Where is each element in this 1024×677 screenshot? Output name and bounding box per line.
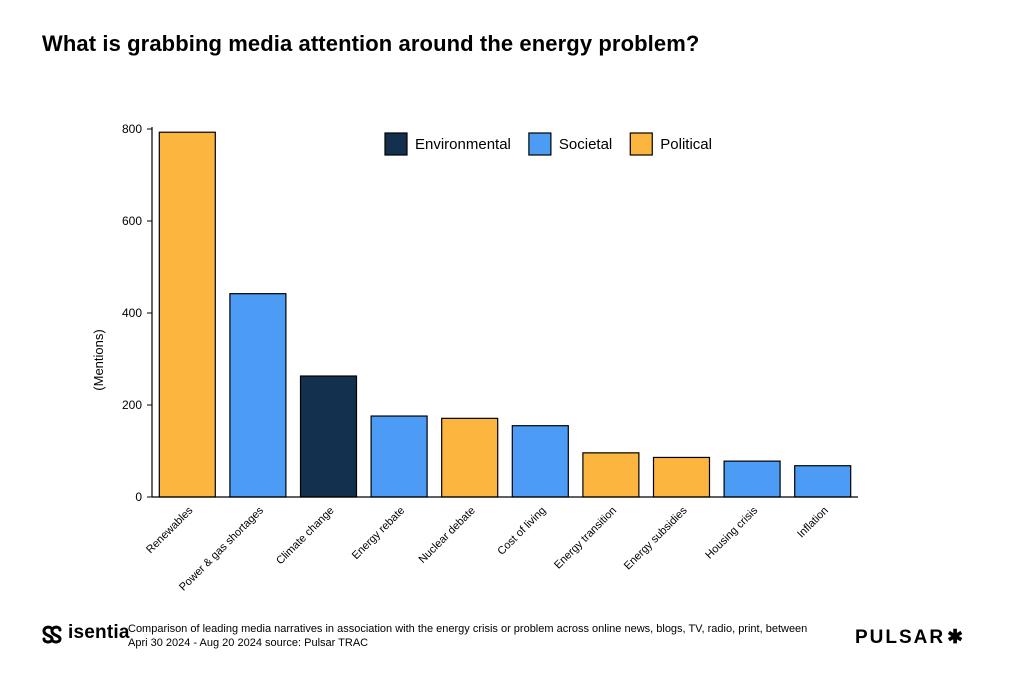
axes	[151, 127, 858, 498]
legend-swatch-societal	[528, 132, 552, 156]
bar-power-gas-shortages	[229, 293, 287, 498]
bar-housing-crisis	[723, 460, 781, 498]
legend-label-societal: Societal	[559, 136, 612, 153]
bar-renewables	[158, 131, 216, 498]
bar-cost-of-living	[511, 425, 569, 498]
isentia-logo: isentia	[40, 622, 130, 644]
legend-label-political: Political	[660, 136, 712, 153]
x-tick-label: Nuclear debate	[417, 505, 478, 566]
pulsar-logo: PULSAR ✱	[855, 626, 965, 649]
bar-energy-rebate	[370, 415, 428, 498]
x-tick-label: Renewables	[144, 504, 196, 556]
legend-swatch-political	[629, 132, 653, 156]
bar-inflation	[794, 465, 852, 498]
x-tick-label: Inflation	[795, 505, 831, 541]
footer-note: Comparison of leading media narratives i…	[128, 623, 808, 649]
y-tick-label: 800	[122, 122, 142, 136]
x-tick-label: Energy subsidies	[622, 504, 690, 572]
bar-chart: Environmental Societal Political 0 200 400 60…	[91, 122, 858, 594]
legend: Environmental Societal Political	[384, 132, 712, 156]
y-tick-label: 200	[122, 398, 142, 412]
legend-label-environmental: Environmental	[415, 136, 511, 153]
pulsar-logo-text: PULSAR	[855, 626, 946, 648]
y-ticks: 0 200 400 600 800	[122, 122, 152, 504]
isentia-logo-text: isentia	[68, 622, 130, 643]
isentia-mark-icon	[42, 625, 62, 644]
bars	[158, 131, 852, 498]
x-tick-label: Energy transition	[552, 505, 619, 572]
x-tick-label: Cost of living	[495, 505, 548, 558]
x-tick-label: Climate change	[274, 505, 337, 568]
y-axis-label: (Mentions)	[91, 329, 106, 390]
bar-energy-transition	[582, 452, 640, 498]
chart-title: What is grabbing media attention around …	[42, 31, 700, 56]
x-tick-label: Energy rebate	[350, 505, 407, 562]
y-tick-label: 0	[135, 490, 142, 504]
pulsar-asterisk-icon: ✱	[947, 627, 966, 648]
bar-climate-change	[299, 375, 358, 498]
legend-swatch-environmental	[384, 132, 408, 156]
y-tick-label: 400	[122, 306, 142, 320]
y-tick-label: 600	[122, 214, 142, 228]
x-tick-label: Housing crisis	[703, 504, 760, 561]
bar-nuclear-debate	[441, 417, 499, 498]
bar-energy-subsidies	[652, 456, 711, 498]
